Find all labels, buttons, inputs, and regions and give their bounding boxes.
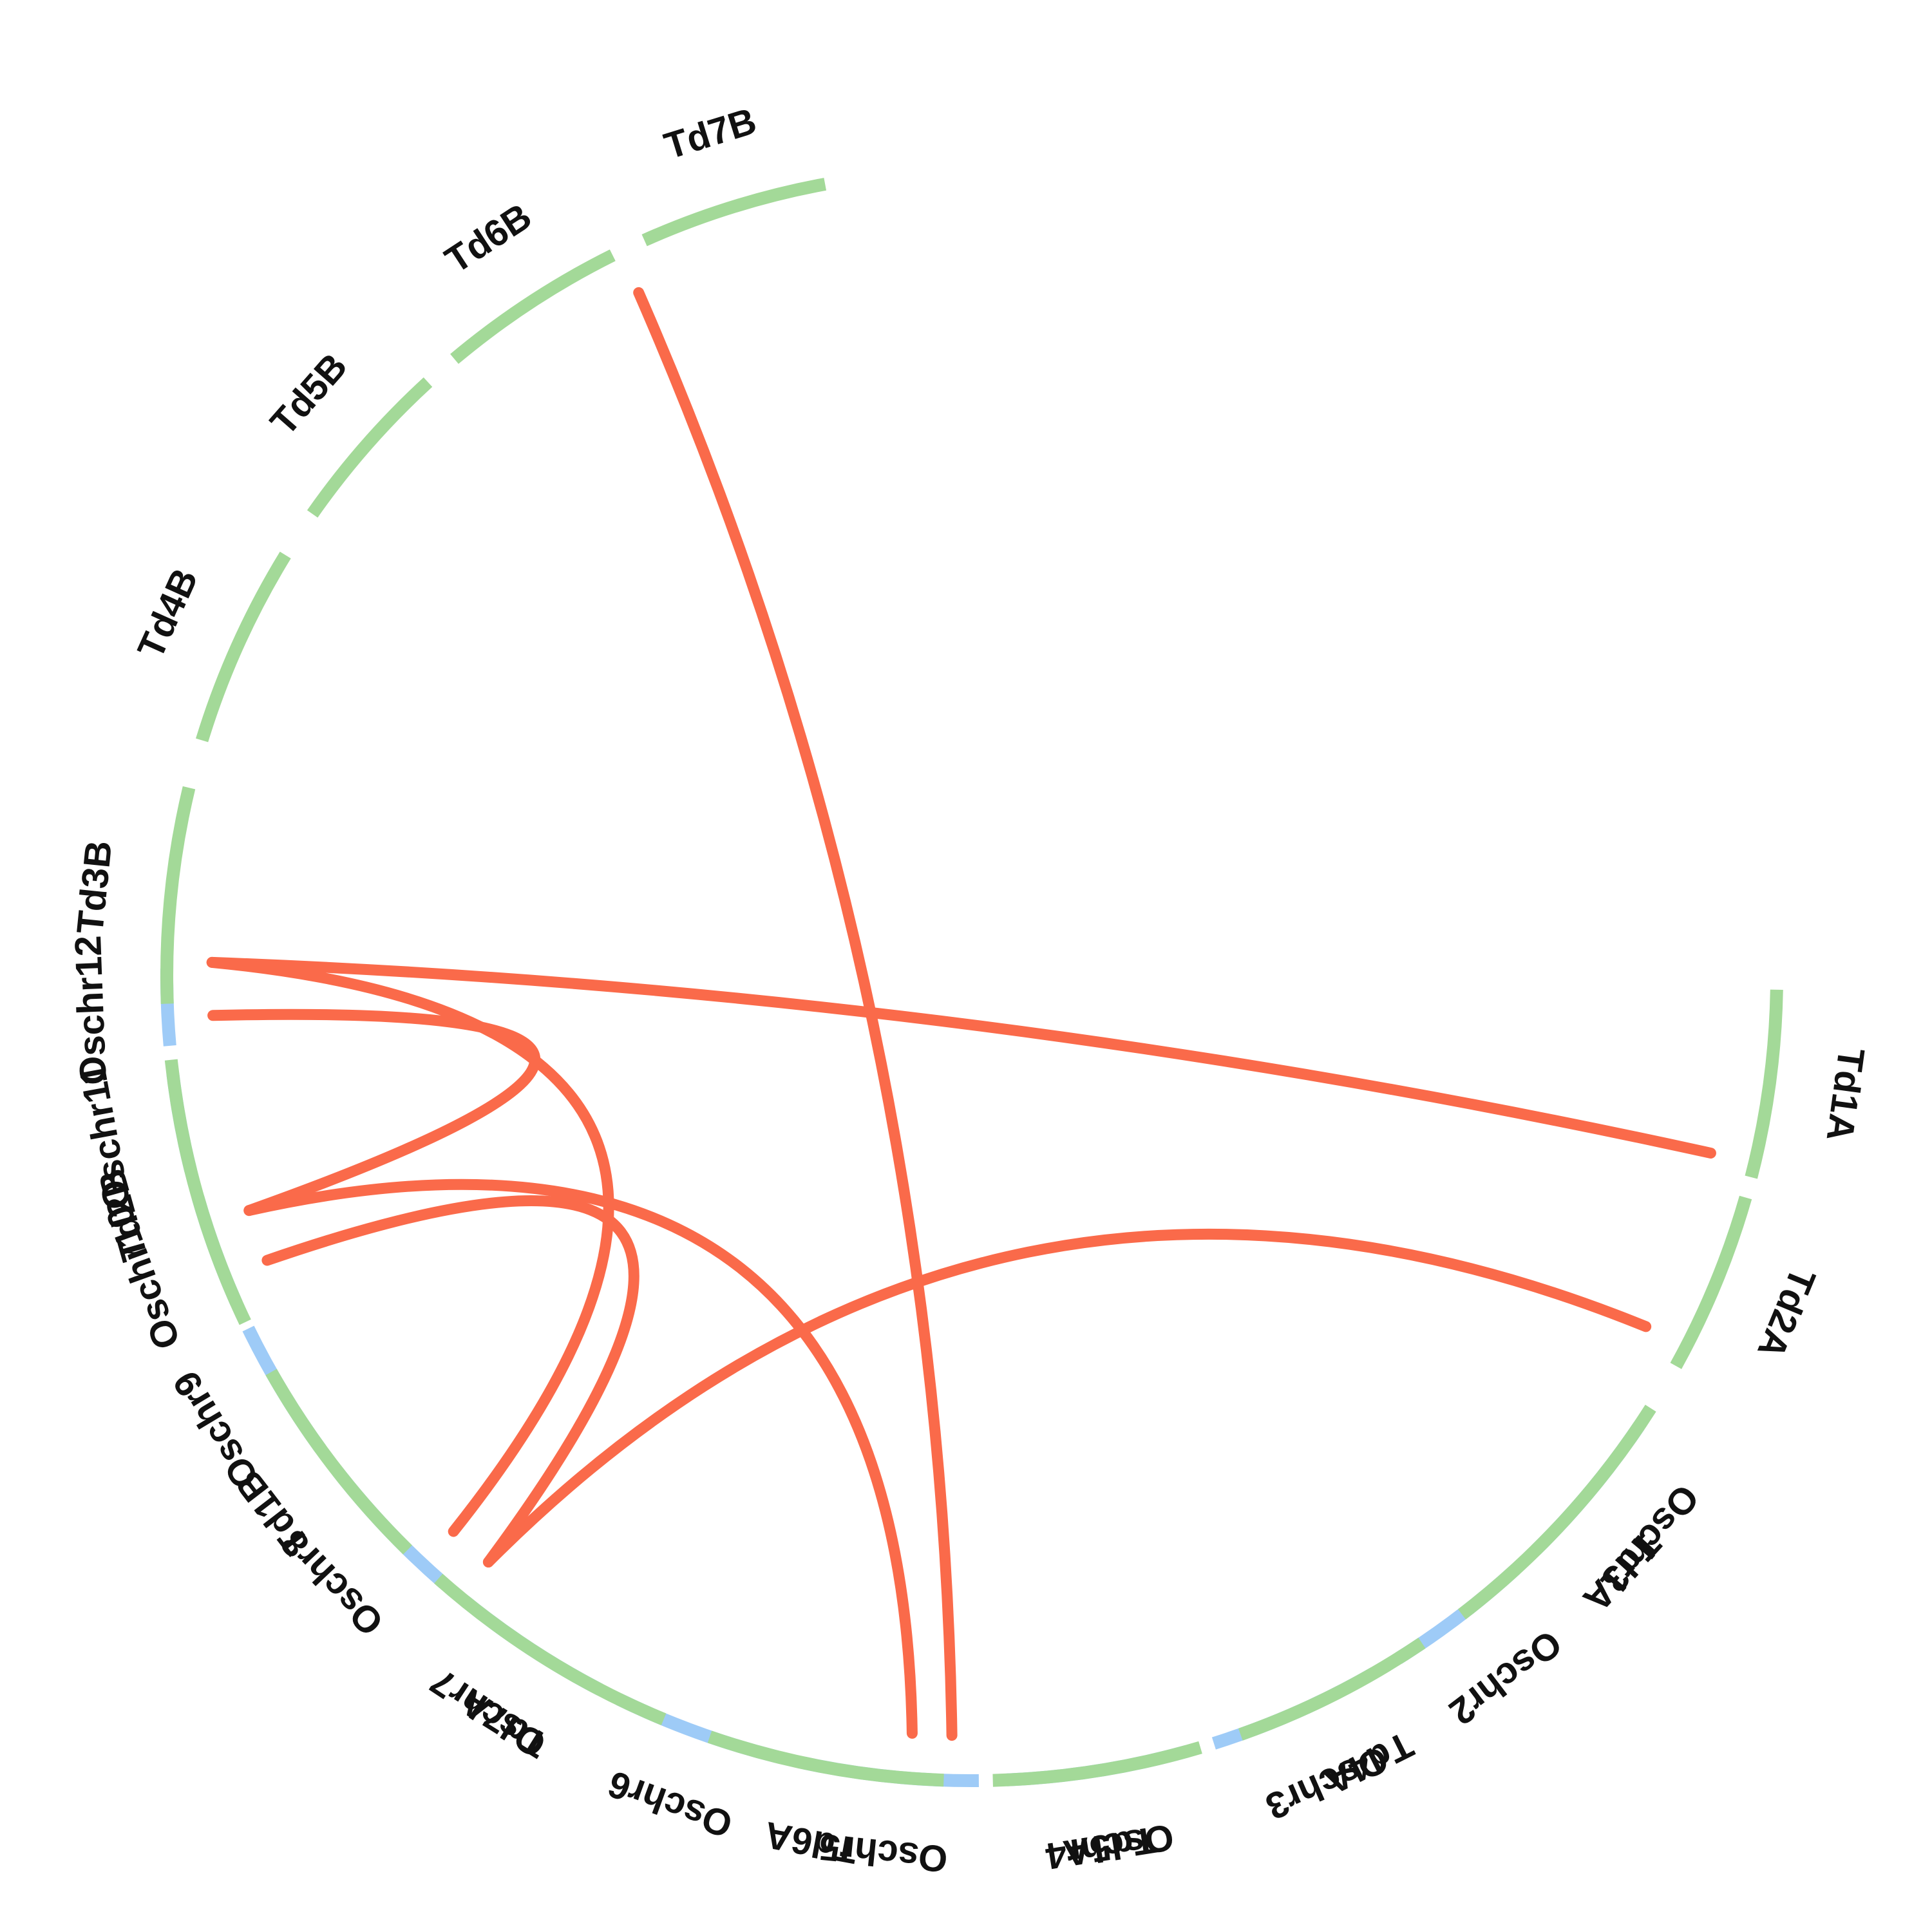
chromosome-arc-td5b xyxy=(307,377,433,518)
chromosome-arc-td5a xyxy=(992,1741,1202,1787)
chromosome-label-td7b: Td7B xyxy=(659,100,761,167)
synteny-link-oschr3-td4b xyxy=(207,1009,540,1217)
chromosome-labels: Oschr1Oschr2Oschr3Oschr4Oschr5Oschr6Osch… xyxy=(67,100,1873,1880)
chromosome-arc-td3a xyxy=(1457,1405,1656,1620)
chromosome-arc-td4a xyxy=(1238,1638,1426,1741)
chromosome-arc-td6a xyxy=(707,1730,944,1787)
chromosome-arc-td3b xyxy=(160,786,196,1004)
chromosome-label-td4a: Td4A xyxy=(1318,1723,1420,1803)
chromosome-arc-td4b xyxy=(196,551,291,743)
chromosome-label-td5b: Td5B xyxy=(262,345,355,443)
chromosome-label-td6a: Td6A xyxy=(761,1814,860,1871)
chromosome-arc-td7a xyxy=(434,1573,667,1726)
chromosome-label-td4b: Td4B xyxy=(129,562,206,665)
chromosome-arc-td7b xyxy=(641,178,827,247)
synteny-link-oschr1-td3b xyxy=(261,1195,639,1567)
chromosome-label-oschr2: Oschr2 xyxy=(1441,1622,1569,1734)
synteny-link-oschr4-td2a xyxy=(206,956,1716,1159)
chromosome-label-td7a: Td7A xyxy=(454,1681,555,1766)
chromosome-arc-td2b xyxy=(164,1059,251,1325)
synteny-links xyxy=(206,287,1716,1741)
chromosome-label-td5a: Td5A xyxy=(1060,1819,1159,1875)
chromosome-arc-td6b xyxy=(450,249,616,365)
chromosome-label-td2a: Td2A xyxy=(1749,1262,1824,1365)
synteny-link-oschr3-td5a xyxy=(243,1179,918,1739)
chromosome-label-td6b: Td6B xyxy=(438,195,539,281)
chromosome-arc-td2a xyxy=(1670,1195,1752,1369)
chromosome-label-td3a: Td3A xyxy=(1575,1523,1669,1620)
chromosome-label-oschr6: Oschr6 xyxy=(603,1763,738,1846)
chromosome-label-td1a: Td1A xyxy=(1819,1045,1873,1143)
chromosome-label-oschr12: Oschr12 xyxy=(67,935,115,1086)
chromosome-label-td3b: Td3B xyxy=(69,838,120,936)
chromosome-ring xyxy=(160,178,1783,1788)
chromosome-arc-td1a xyxy=(1745,989,1783,1179)
chromosome-arc-td1b xyxy=(265,1368,412,1555)
synteny-link-oschr4-td2b xyxy=(206,956,614,1537)
synteny-link-oschr9-td5a xyxy=(633,287,958,1741)
synteny-link-oschr1-td3a xyxy=(482,1228,1652,1567)
